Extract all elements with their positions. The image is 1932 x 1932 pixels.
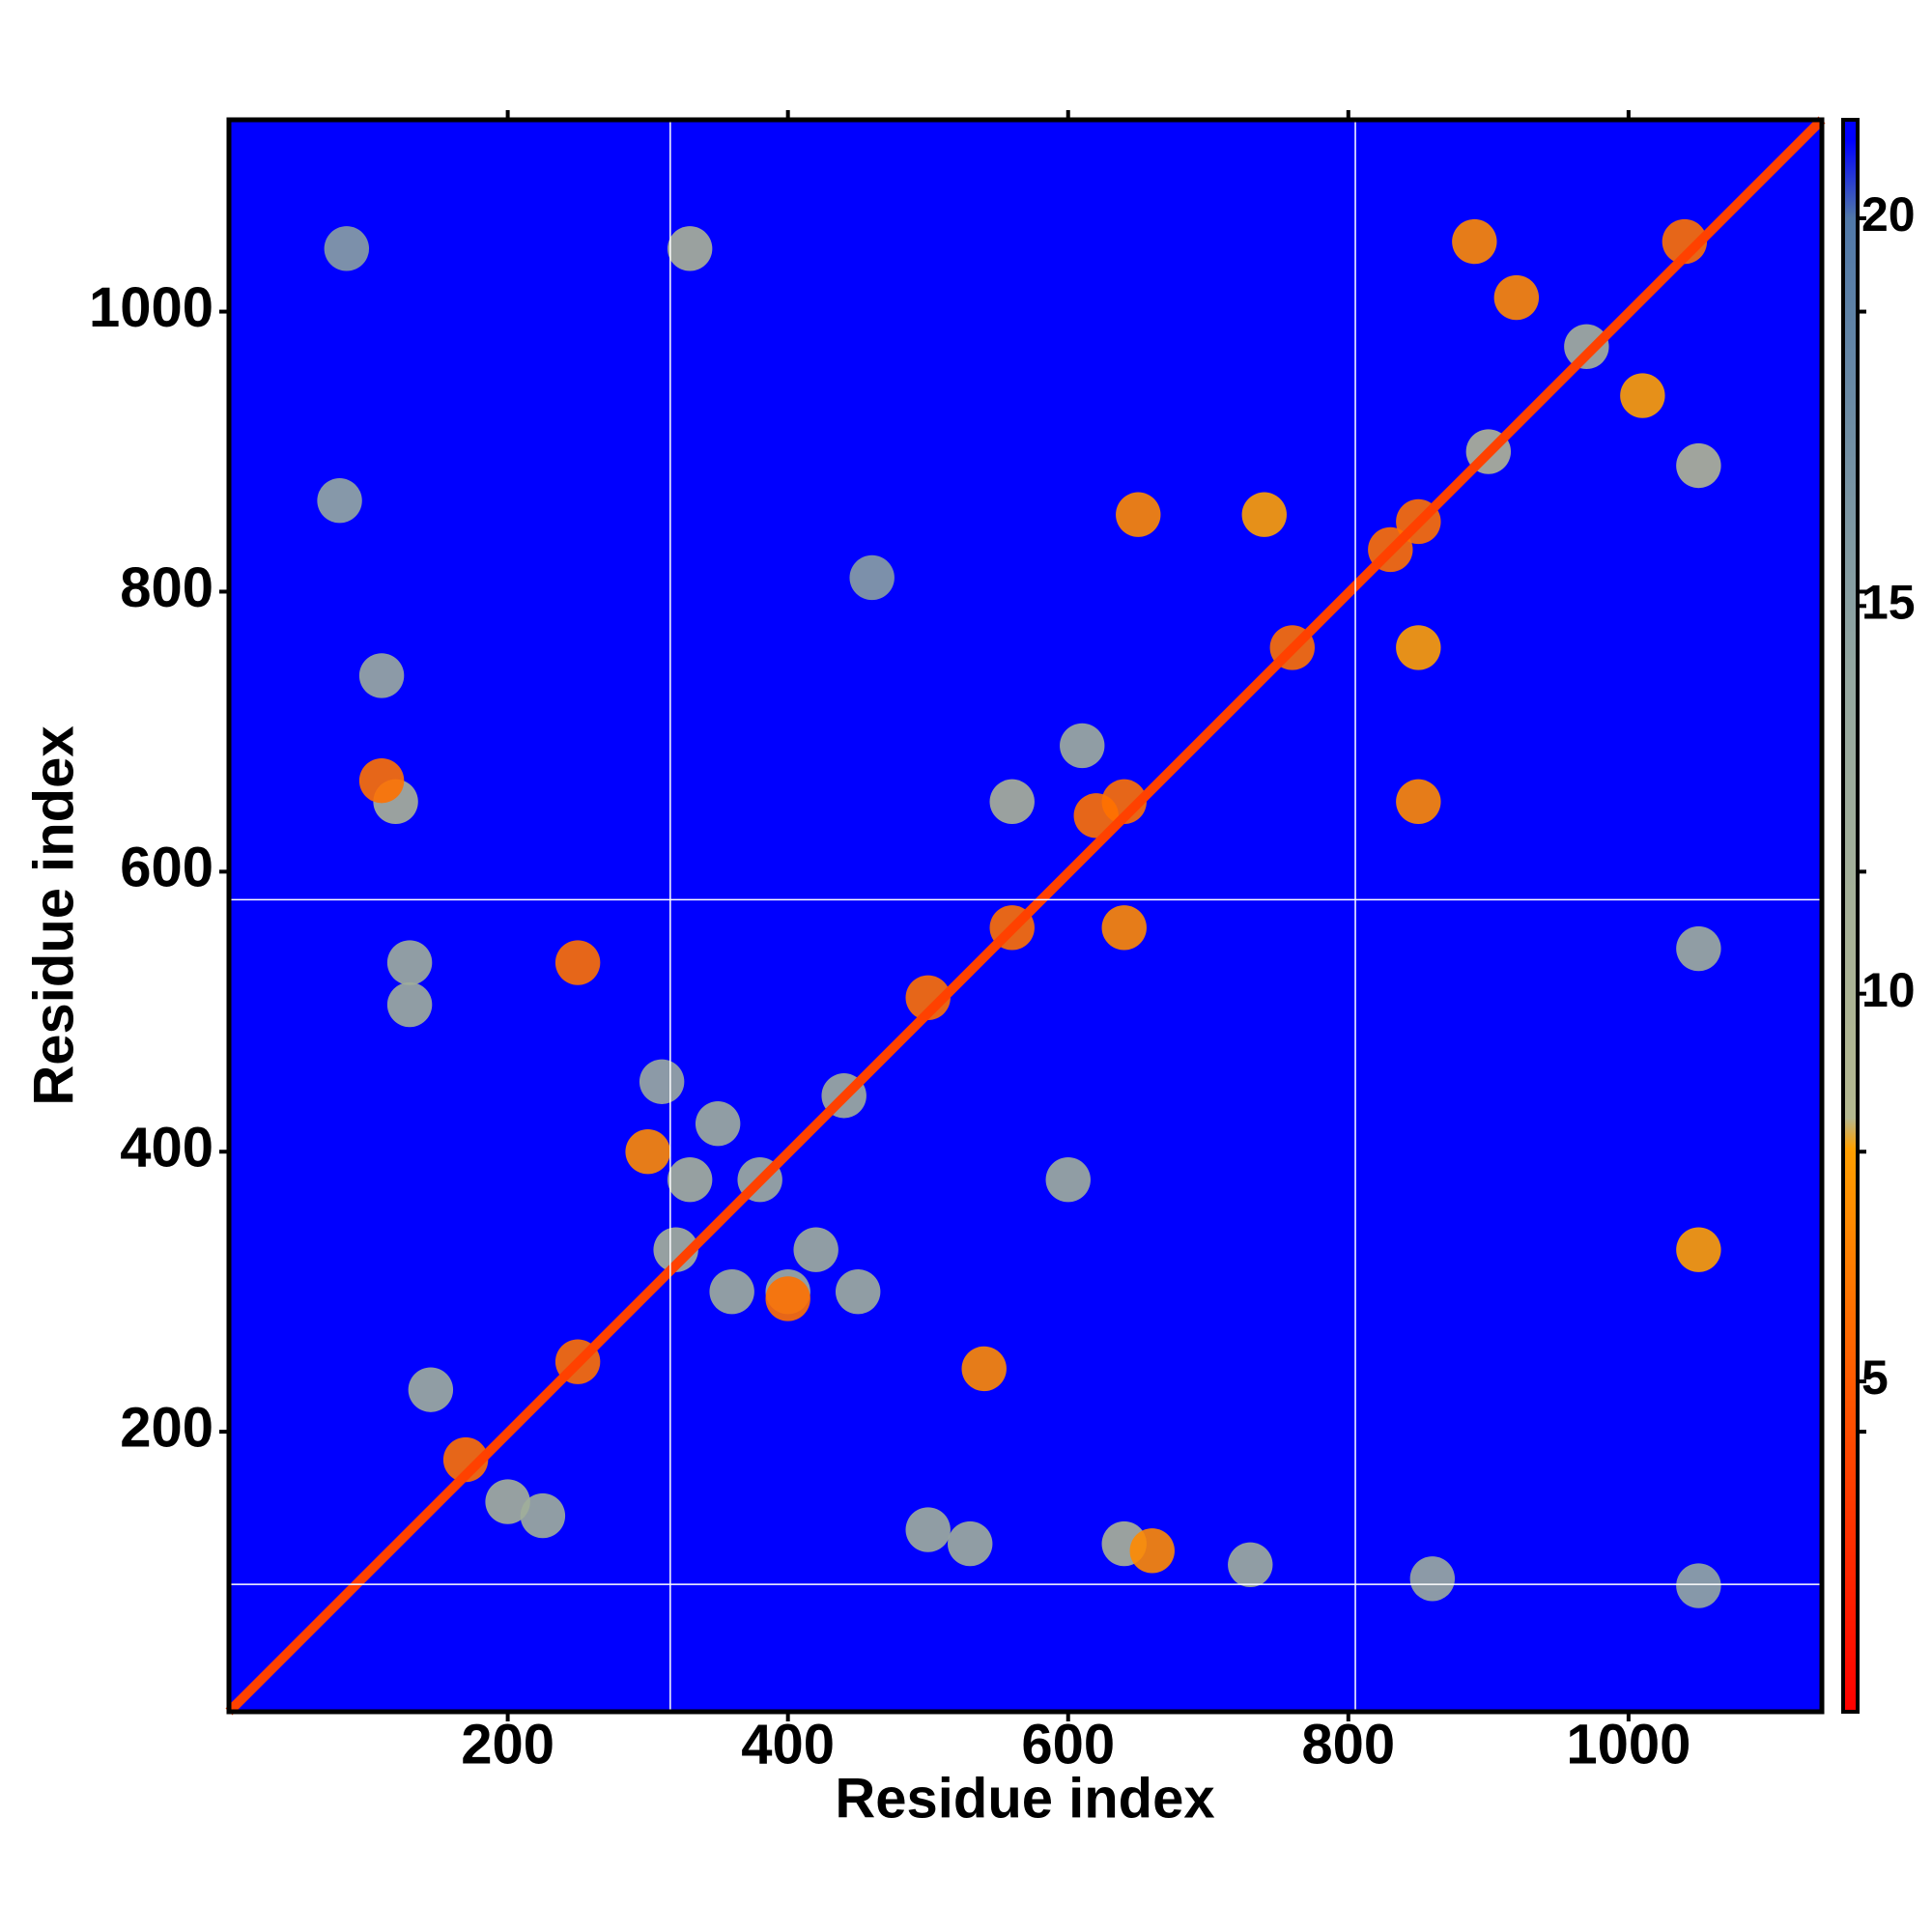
- contact-cell: [1241, 492, 1287, 537]
- contact-cell: [1116, 492, 1161, 537]
- colorbar: [1841, 118, 1860, 1714]
- colorbar-tick-label: 5: [1861, 1350, 1889, 1405]
- contact-cell: [1060, 723, 1105, 769]
- contact-cell: [442, 1436, 489, 1483]
- contact-cell: [1129, 1528, 1175, 1574]
- contact-cell: [667, 226, 713, 271]
- colorbar-tick-label: 10: [1861, 963, 1916, 1017]
- colorbar-tick-label: 20: [1861, 187, 1916, 242]
- contact-cell: [667, 1157, 713, 1203]
- contact-cell: [1676, 442, 1721, 489]
- y-tick-label: 200: [120, 1396, 213, 1459]
- y-tick-label: 800: [120, 556, 213, 619]
- y-tick-label: 1000: [89, 276, 213, 339]
- x-tick-label: 800: [1301, 1713, 1395, 1776]
- contact-cell: [639, 1059, 685, 1104]
- cells: [317, 218, 1721, 1608]
- contact-cell: [1676, 925, 1721, 972]
- contact-cell: [358, 757, 405, 804]
- contact-cell: [1452, 218, 1497, 265]
- contact-cell: [905, 975, 951, 1020]
- contact-cell: [1409, 1556, 1456, 1602]
- y-tick-label: 400: [120, 1117, 213, 1179]
- diagonal: [225, 116, 1826, 1716]
- contact-cell: [849, 554, 895, 601]
- contact-cell: [386, 940, 433, 985]
- contact-cell: [625, 1129, 670, 1175]
- contact-cell: [358, 653, 405, 698]
- contact-cell: [653, 1227, 698, 1272]
- contact-cell: [1662, 218, 1708, 265]
- contact-cell: [905, 1507, 951, 1552]
- x-tick-label: 400: [741, 1713, 835, 1776]
- x-axis-title: Residue index: [835, 1767, 1214, 1830]
- contact-cell: [793, 1227, 838, 1272]
- x-tick-label: 600: [1021, 1713, 1115, 1776]
- contact-cell: [485, 1479, 530, 1524]
- contact-cell: [520, 1492, 566, 1539]
- x-tick-label: 200: [461, 1713, 554, 1776]
- contact-cell: [835, 1268, 881, 1315]
- contact-cell: [1396, 625, 1441, 670]
- y-tick-label: 600: [120, 837, 213, 899]
- contact-cell: [989, 779, 1035, 825]
- contact-cell: [1101, 779, 1147, 825]
- contact-cell: [1101, 905, 1147, 951]
- colorbar-tick-label: 15: [1861, 576, 1916, 630]
- contact-cell: [1564, 324, 1609, 369]
- plot-frame: [226, 117, 1825, 1715]
- contact-cell: [1676, 1563, 1721, 1608]
- y-axis-title: Residue index: [22, 725, 85, 1105]
- contact-cell: [324, 226, 370, 271]
- contact-cell: [1493, 274, 1540, 321]
- contact-cell: [1620, 373, 1665, 418]
- contact-cell: [695, 1101, 741, 1147]
- contact-cell: [317, 478, 362, 524]
- contact-cell: [554, 940, 601, 985]
- contact-cell: [961, 1346, 1007, 1392]
- contact-cell: [1228, 1542, 1273, 1588]
- contact-cell: [1045, 1157, 1091, 1203]
- contact-cell: [386, 981, 433, 1028]
- contact-cell: [1396, 779, 1441, 825]
- contact-cell: [948, 1520, 993, 1567]
- contact-cell: [709, 1268, 754, 1315]
- x-tick-label: 1000: [1566, 1713, 1690, 1776]
- contact-cell: [408, 1367, 454, 1412]
- contact-cell: [765, 1276, 810, 1321]
- contact-cell: [1676, 1227, 1721, 1272]
